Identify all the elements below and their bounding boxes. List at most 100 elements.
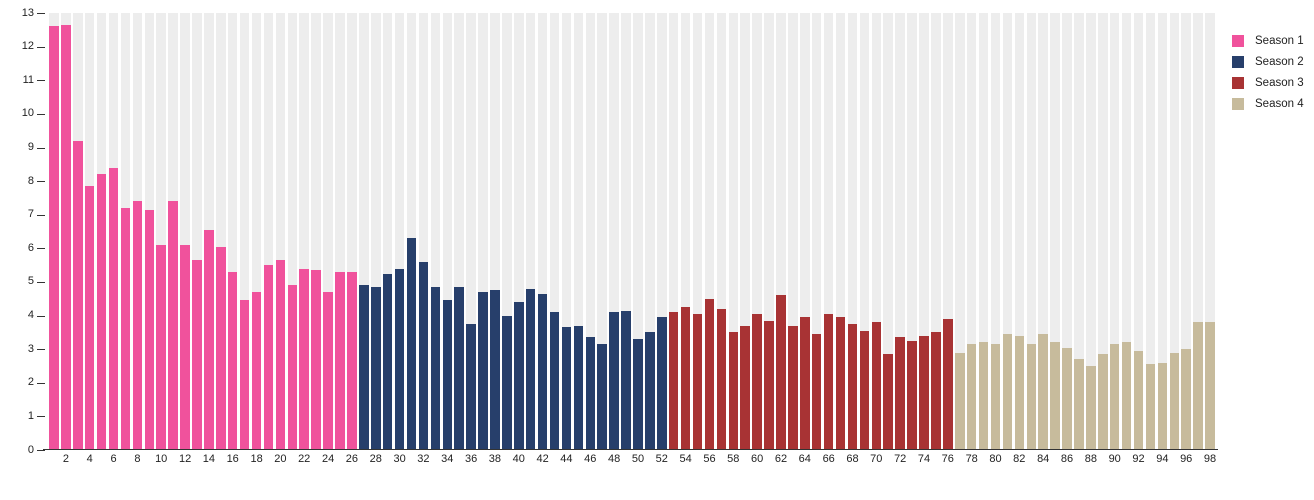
bar-episode-59[interactable] xyxy=(740,325,750,450)
bar-episode-82[interactable] xyxy=(1014,335,1025,450)
bar-episode-80[interactable] xyxy=(990,344,1001,450)
bar-episode-61[interactable] xyxy=(764,320,774,450)
bar-episode-43[interactable] xyxy=(549,312,560,450)
legend-item-season-2[interactable]: Season 2 xyxy=(1232,51,1304,72)
bar-episode-6[interactable] xyxy=(108,167,119,450)
bar-episode-64[interactable] xyxy=(800,317,810,450)
bar-episode-56[interactable] xyxy=(704,298,715,450)
bar-episode-58[interactable] xyxy=(728,332,739,450)
bar-episode-75[interactable] xyxy=(931,332,941,450)
bar-episode-17[interactable] xyxy=(239,300,250,450)
legend-item-season-1[interactable]: Season 1 xyxy=(1232,30,1304,51)
bar-episode-79[interactable] xyxy=(978,342,989,450)
bar-episode-1[interactable] xyxy=(49,26,59,450)
bar-episode-88[interactable] xyxy=(1086,366,1096,450)
bar-episode-27[interactable] xyxy=(359,285,369,450)
bar-episode-32[interactable] xyxy=(418,261,429,450)
bar-episode-53[interactable] xyxy=(668,312,679,450)
bar-episode-93[interactable] xyxy=(1145,364,1156,450)
bar-episode-11[interactable] xyxy=(168,201,178,450)
bar-episode-23[interactable] xyxy=(311,270,321,450)
bar-episode-18[interactable] xyxy=(251,292,262,450)
bar-episode-98[interactable] xyxy=(1205,322,1215,450)
bar-episode-91[interactable] xyxy=(1121,342,1132,450)
bar-episode-15[interactable] xyxy=(216,246,226,450)
bar-episode-2[interactable] xyxy=(61,24,71,450)
bar-episode-33[interactable] xyxy=(430,287,441,450)
legend-item-season-4[interactable]: Season 4 xyxy=(1232,93,1304,114)
bar-episode-84[interactable] xyxy=(1038,334,1048,450)
bar-episode-22[interactable] xyxy=(299,268,309,450)
bar-episode-62[interactable] xyxy=(776,295,786,450)
bar-episode-14[interactable] xyxy=(204,229,214,450)
bar-episode-10[interactable] xyxy=(156,244,166,450)
bar-episode-19[interactable] xyxy=(263,265,274,450)
bar-episode-41[interactable] xyxy=(525,288,536,450)
bar-episode-9[interactable] xyxy=(144,209,155,450)
bar-episode-50[interactable] xyxy=(633,339,643,450)
bar-episode-13[interactable] xyxy=(192,260,202,450)
bar-episode-42[interactable] xyxy=(537,293,548,450)
bar-episode-90[interactable] xyxy=(1109,344,1120,450)
bar-episode-21[interactable] xyxy=(287,285,298,450)
legend-item-season-3[interactable]: Season 3 xyxy=(1232,72,1304,93)
bar-episode-52[interactable] xyxy=(657,317,667,450)
bar-episode-12[interactable] xyxy=(180,244,190,450)
bar-episode-66[interactable] xyxy=(823,313,834,450)
bar-episode-5[interactable] xyxy=(96,174,107,450)
bar-episode-28[interactable] xyxy=(371,287,381,450)
bar-episode-44[interactable] xyxy=(561,327,572,450)
bar-episode-97[interactable] xyxy=(1193,322,1203,450)
bar-episode-45[interactable] xyxy=(573,325,584,450)
bar-episode-87[interactable] xyxy=(1074,359,1084,450)
bar-episode-31[interactable] xyxy=(406,238,417,450)
bar-episode-46[interactable] xyxy=(585,337,596,450)
bar-episode-39[interactable] xyxy=(502,315,512,450)
bar-episode-30[interactable] xyxy=(394,268,405,450)
bar-episode-92[interactable] xyxy=(1133,350,1144,450)
bar-episode-69[interactable] xyxy=(859,330,870,450)
bar-episode-8[interactable] xyxy=(132,201,143,450)
bar-episode-65[interactable] xyxy=(811,334,822,450)
bar-episode-3[interactable] xyxy=(73,140,83,450)
bar-episode-73[interactable] xyxy=(907,340,917,450)
bar-episode-77[interactable] xyxy=(955,352,965,450)
bar-episode-71[interactable] xyxy=(883,354,893,450)
bar-episode-83[interactable] xyxy=(1026,344,1037,450)
bar-episode-48[interactable] xyxy=(609,312,619,450)
bar-episode-95[interactable] xyxy=(1169,352,1180,450)
bar-episode-78[interactable] xyxy=(966,344,977,450)
bar-episode-40[interactable] xyxy=(514,302,524,450)
bar-episode-36[interactable] xyxy=(466,323,476,450)
bar-episode-26[interactable] xyxy=(347,271,357,450)
bar-episode-60[interactable] xyxy=(752,313,762,450)
bar-episode-81[interactable] xyxy=(1002,334,1013,450)
bar-episode-85[interactable] xyxy=(1050,342,1060,450)
bar-episode-68[interactable] xyxy=(847,323,858,450)
bar-episode-25[interactable] xyxy=(335,271,345,450)
bar-episode-47[interactable] xyxy=(597,344,607,450)
bar-episode-54[interactable] xyxy=(680,307,691,450)
bar-episode-70[interactable] xyxy=(871,322,882,450)
bar-episode-57[interactable] xyxy=(716,308,727,450)
bar-episode-49[interactable] xyxy=(621,310,631,450)
bar-episode-86[interactable] xyxy=(1062,347,1072,450)
bar-episode-67[interactable] xyxy=(835,317,846,450)
bar-episode-74[interactable] xyxy=(919,335,929,450)
bar-episode-7[interactable] xyxy=(120,208,131,450)
bar-episode-76[interactable] xyxy=(943,318,953,450)
bar-episode-24[interactable] xyxy=(323,292,333,450)
bar-episode-20[interactable] xyxy=(275,260,286,450)
bar-episode-4[interactable] xyxy=(84,186,95,450)
bar-episode-63[interactable] xyxy=(788,325,798,450)
bar-episode-34[interactable] xyxy=(442,300,453,450)
bar-episode-96[interactable] xyxy=(1181,349,1191,450)
bar-episode-51[interactable] xyxy=(645,332,655,450)
bar-episode-37[interactable] xyxy=(478,292,488,450)
bar-episode-38[interactable] xyxy=(490,290,500,450)
bar-episode-35[interactable] xyxy=(454,287,464,450)
bar-episode-16[interactable] xyxy=(227,271,238,450)
bar-episode-89[interactable] xyxy=(1098,354,1108,450)
bar-episode-29[interactable] xyxy=(382,273,393,450)
bar-episode-94[interactable] xyxy=(1157,362,1168,450)
